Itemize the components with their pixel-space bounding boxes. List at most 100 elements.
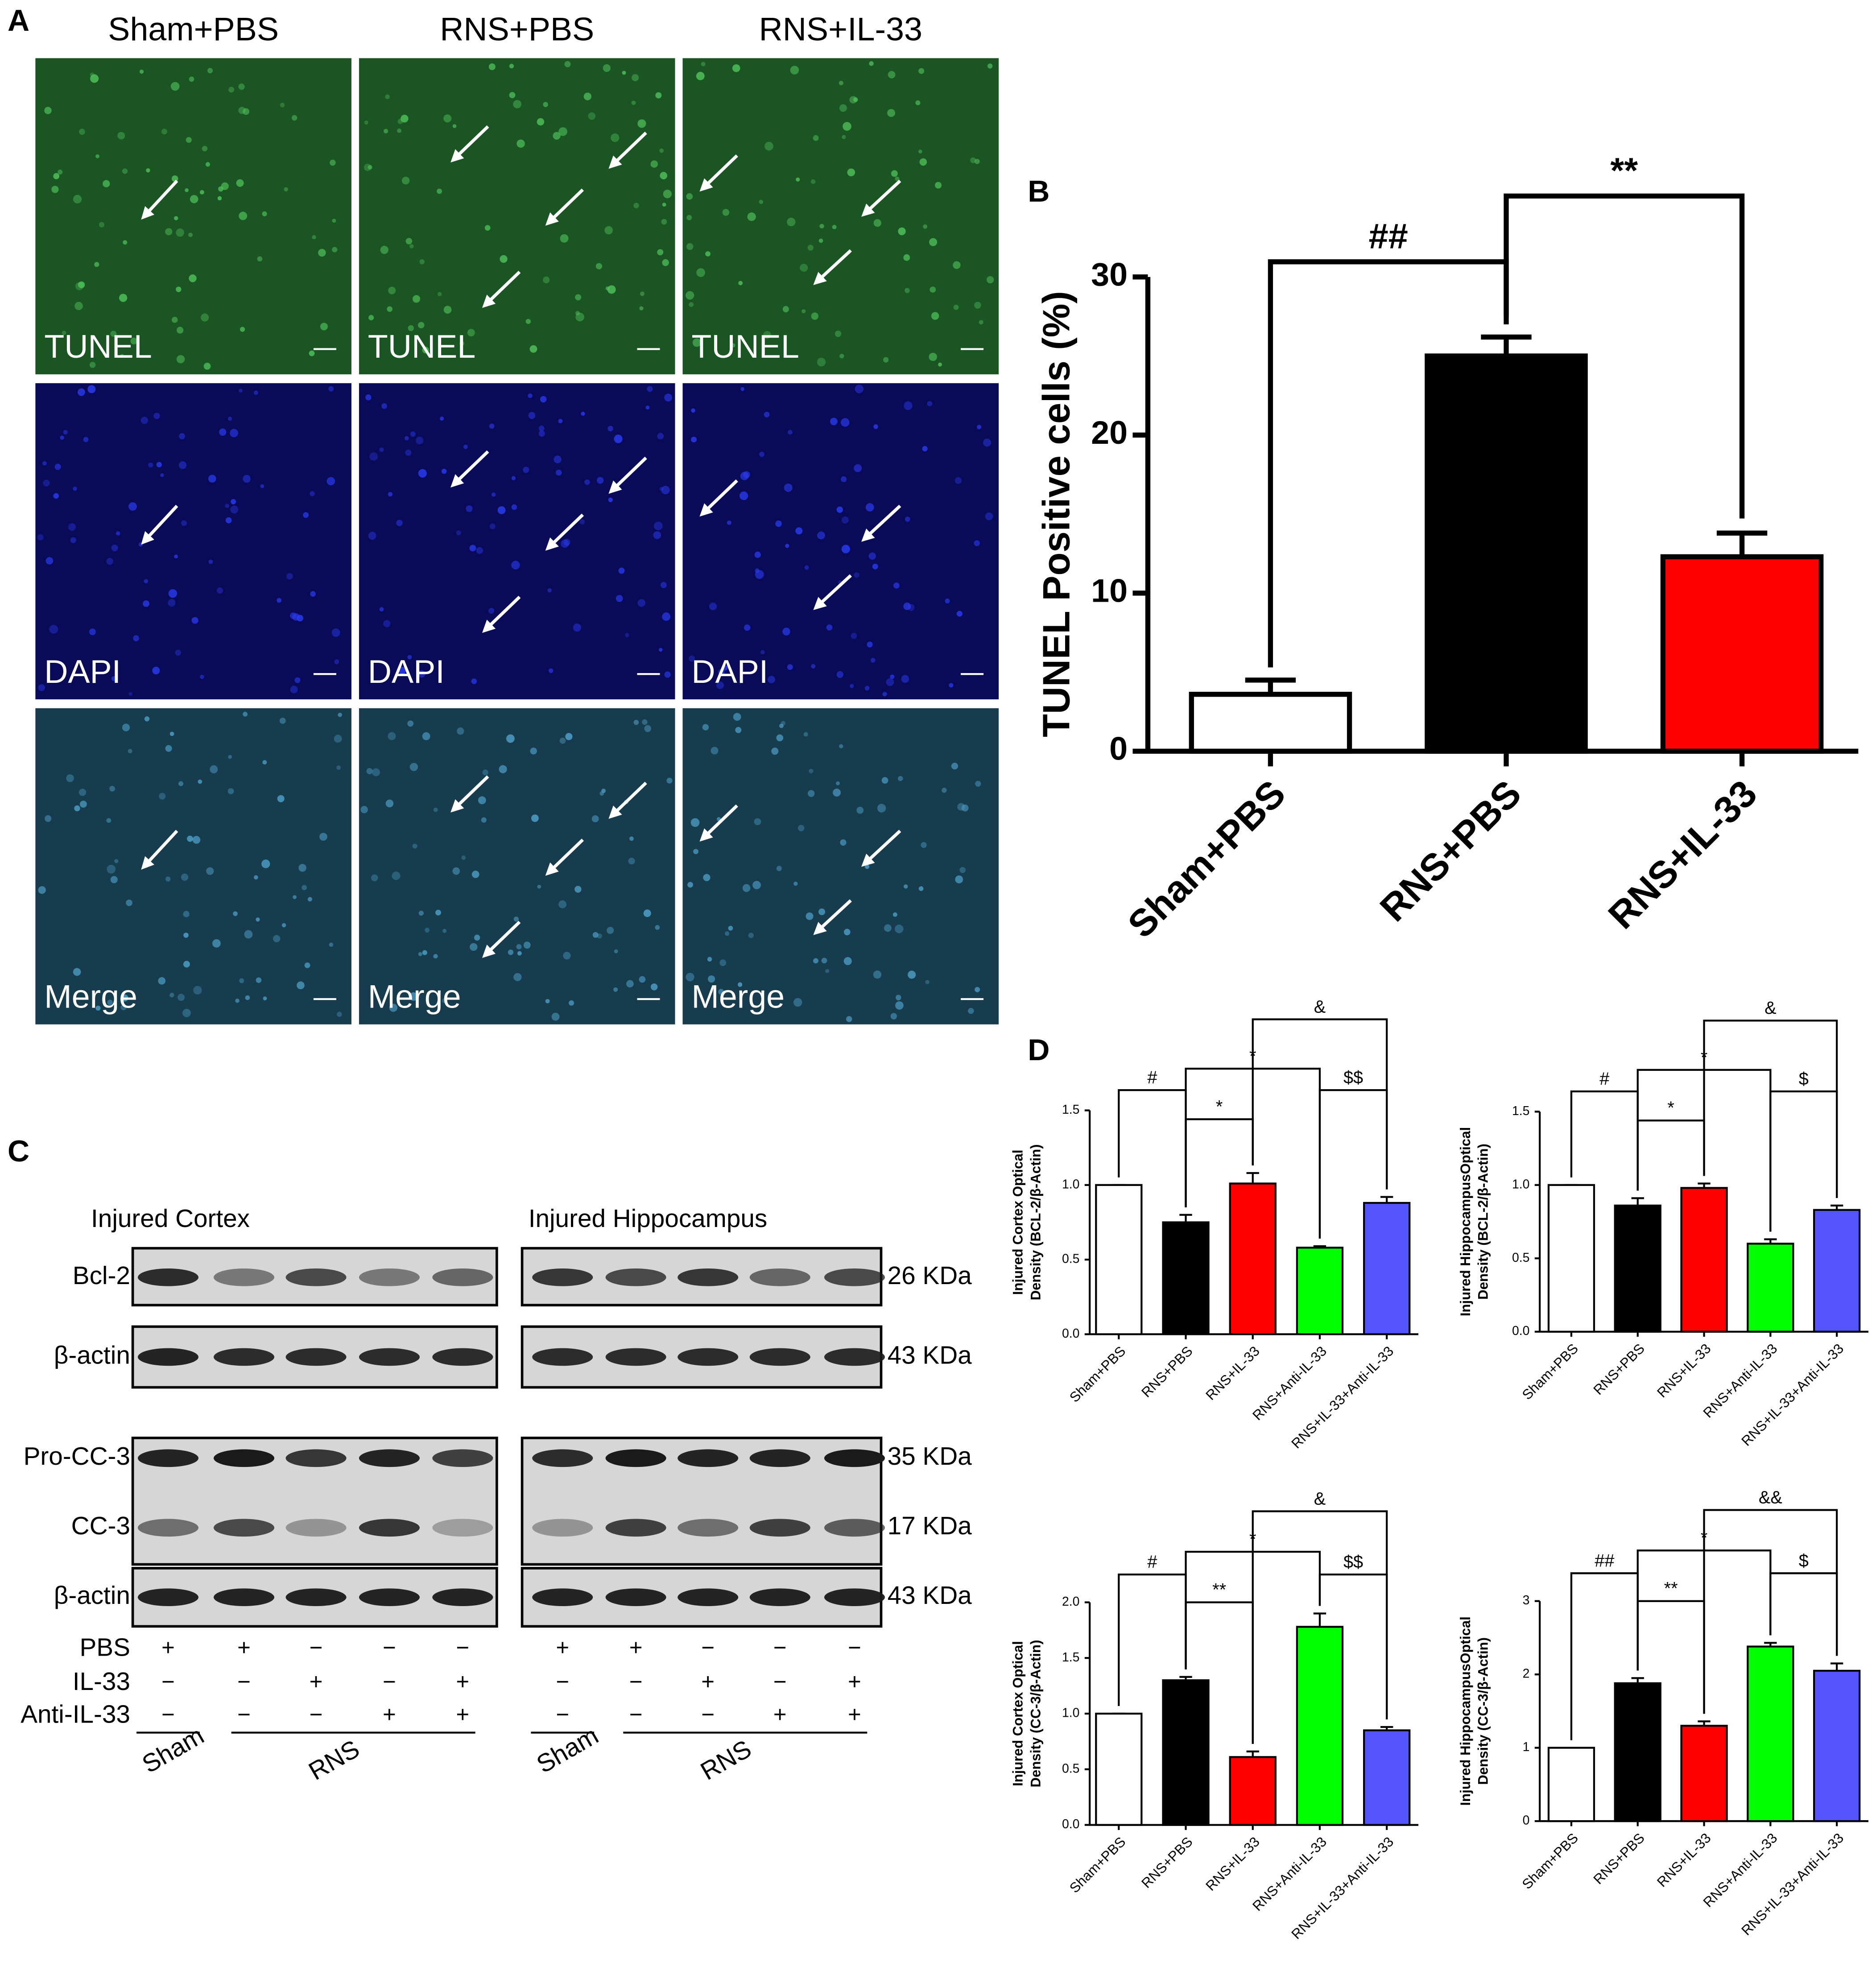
cell bbox=[139, 70, 144, 74]
cell bbox=[144, 579, 149, 583]
protein-label: Bcl-2 bbox=[73, 1262, 130, 1290]
cell bbox=[191, 617, 198, 624]
cell bbox=[452, 124, 457, 128]
cell bbox=[826, 624, 833, 631]
cell bbox=[987, 63, 993, 69]
cell bbox=[945, 598, 950, 603]
significance: # bbox=[1147, 1552, 1157, 1572]
cell bbox=[664, 671, 671, 678]
cell bbox=[650, 160, 658, 168]
y-tick-label: 1.0 bbox=[1512, 1177, 1529, 1191]
cell bbox=[243, 711, 248, 717]
cell bbox=[689, 655, 695, 662]
cell bbox=[143, 600, 149, 607]
bar bbox=[1229, 1182, 1277, 1335]
cell bbox=[212, 939, 221, 948]
y-tick-label: 10 bbox=[1091, 572, 1128, 609]
cell bbox=[121, 994, 128, 1002]
arrow bbox=[608, 132, 647, 169]
cell bbox=[513, 973, 522, 981]
cell bbox=[931, 312, 939, 320]
band bbox=[678, 1588, 739, 1607]
cell bbox=[776, 734, 784, 742]
cell bbox=[53, 493, 59, 499]
cell bbox=[657, 433, 664, 440]
cell bbox=[388, 286, 396, 294]
micrograph bbox=[35, 58, 351, 375]
cell bbox=[481, 817, 487, 823]
cell bbox=[379, 607, 384, 612]
cell bbox=[804, 565, 809, 570]
cell bbox=[169, 731, 174, 736]
cell bbox=[957, 803, 965, 811]
cell bbox=[227, 416, 232, 421]
cell bbox=[198, 779, 202, 784]
significance: & bbox=[1314, 997, 1326, 1016]
cell bbox=[189, 274, 197, 282]
cell bbox=[692, 338, 701, 347]
cell bbox=[302, 885, 307, 890]
cell bbox=[818, 238, 823, 243]
arrow bbox=[699, 479, 738, 517]
significance: $$ bbox=[1343, 1068, 1363, 1087]
significance: && bbox=[1759, 1487, 1782, 1507]
cell bbox=[632, 74, 639, 82]
x-tick-label: Sham+PBS bbox=[1066, 1343, 1128, 1405]
cell bbox=[240, 326, 245, 332]
cell bbox=[884, 924, 892, 932]
cell bbox=[614, 949, 618, 954]
cell bbox=[253, 390, 258, 395]
treatment-sign: + bbox=[456, 1669, 469, 1694]
cell bbox=[653, 531, 661, 539]
cell bbox=[219, 428, 227, 436]
cell bbox=[898, 227, 906, 235]
cell bbox=[62, 330, 66, 335]
cell bbox=[435, 909, 441, 916]
cell bbox=[304, 962, 310, 968]
cell bbox=[188, 232, 193, 237]
cell bbox=[44, 107, 52, 115]
cell bbox=[459, 341, 464, 346]
band bbox=[359, 1348, 420, 1366]
cell bbox=[111, 545, 118, 552]
cell bbox=[956, 611, 963, 617]
cell bbox=[116, 531, 120, 536]
cell bbox=[79, 789, 87, 796]
cell bbox=[437, 188, 442, 194]
cell bbox=[368, 315, 374, 321]
cell bbox=[461, 855, 466, 860]
cell bbox=[174, 554, 178, 558]
arrow bbox=[141, 504, 178, 545]
cell bbox=[807, 244, 814, 251]
cell bbox=[895, 176, 900, 181]
cell bbox=[257, 256, 263, 262]
y-tick-label: 2 bbox=[1523, 1667, 1530, 1681]
cell bbox=[292, 613, 300, 621]
cell bbox=[280, 103, 285, 107]
cell bbox=[840, 476, 847, 482]
cell bbox=[782, 628, 790, 636]
cell bbox=[318, 248, 326, 257]
cell bbox=[727, 520, 731, 525]
cell bbox=[660, 582, 667, 588]
mw-label: 26 KDa bbox=[888, 1262, 972, 1290]
cell bbox=[903, 602, 911, 610]
cell bbox=[389, 1004, 398, 1012]
y-axis-label: Injured HippocampusOptical bbox=[1458, 1127, 1473, 1316]
cell bbox=[525, 319, 531, 324]
cell bbox=[225, 504, 229, 508]
cell bbox=[523, 942, 531, 949]
cell bbox=[840, 839, 847, 846]
y-tick-label: 3 bbox=[1523, 1593, 1530, 1607]
cell bbox=[128, 749, 132, 753]
bracket bbox=[1769, 1090, 1838, 1232]
cell bbox=[334, 659, 339, 665]
cell bbox=[545, 999, 550, 1004]
cell bbox=[471, 678, 477, 684]
cell bbox=[854, 464, 862, 472]
significance: # bbox=[1147, 1068, 1157, 1087]
cell bbox=[975, 987, 980, 992]
cell bbox=[511, 476, 516, 480]
cell bbox=[83, 437, 89, 442]
band bbox=[359, 1519, 420, 1537]
